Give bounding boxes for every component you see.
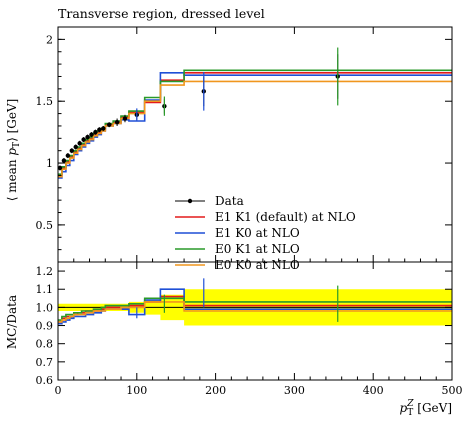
main-y-tick-label: 1 [46, 157, 53, 170]
x-tick-label: 500 [442, 384, 463, 397]
legend-label-3: E0 K1 at NLO [215, 242, 300, 256]
x-tick-label: 300 [284, 384, 305, 397]
data-point [57, 165, 63, 171]
chart-title: Transverse region, dressed level [58, 6, 265, 21]
legend-data-marker [187, 198, 193, 204]
data-point [61, 158, 67, 163]
main-y-tick-label: 0.5 [36, 219, 54, 232]
data-point [73, 144, 78, 150]
ratio-y-tick-label: 0.8 [36, 338, 54, 351]
x-tick-label: 400 [363, 384, 384, 397]
data-point [89, 132, 94, 137]
data-point [97, 127, 102, 132]
data-point [107, 122, 112, 127]
legend-label-4: E0 K0 at NLO [215, 258, 300, 272]
x-axis-label: pTZ [GeV] [400, 399, 453, 418]
ratio-y-tick-label: 1.0 [36, 301, 54, 314]
data-point [65, 153, 71, 158]
data-point [122, 116, 128, 121]
data-point [81, 137, 86, 142]
ratio-series-line-4 [58, 301, 452, 323]
main-panel: 0.5 1 1.5 2 ⟨ mean pT⟩ [GeV] Data E1 K1 (def… [5, 26, 453, 272]
data-point [77, 141, 82, 146]
legend-label-0: Data [215, 194, 244, 208]
data-point [114, 120, 120, 125]
legend: Data E1 K1 (default) at NLO E1 K0 at NLO E0… [175, 194, 356, 272]
ratio-y-tick-label: 0.7 [36, 356, 54, 369]
ratio-series-line-3 [58, 297, 452, 321]
main-y-axis-label: ⟨ mean pT⟩ [GeV] [5, 99, 22, 202]
ratio-frame [57, 261, 453, 381]
ratio-y-tick-label: 1.1 [36, 283, 54, 296]
data-point [85, 134, 90, 140]
ratio-y-tick-label: 0.9 [36, 320, 54, 333]
data-point [69, 148, 74, 153]
data-point [101, 126, 106, 131]
ratio-y-tick-label: 0.6 [36, 374, 54, 387]
x-tick-label: 200 [205, 384, 226, 397]
ratio-panel: 0.6 0.7 0.8 0.9 1.0 1.1 1.2 0 100 200 300 400 500 M… [5, 27, 463, 418]
main-y-tick-label: 2 [46, 33, 53, 46]
main-y-tick-label: 1.5 [36, 95, 54, 108]
legend-label-1: E1 K1 (default) at NLO [215, 210, 356, 224]
ratio-y-tick-label: 1.2 [36, 265, 54, 278]
x-tick-label: 0 [55, 384, 62, 397]
ratio-series-line-2 [58, 288, 452, 325]
ratio-y-axis-label: MC/Data [5, 295, 19, 349]
x-tick-label: 100 [126, 384, 147, 397]
legend-label-2: E1 K0 at NLO [215, 226, 300, 240]
data-point [93, 129, 98, 135]
main-series-line-4 [58, 80, 452, 178]
